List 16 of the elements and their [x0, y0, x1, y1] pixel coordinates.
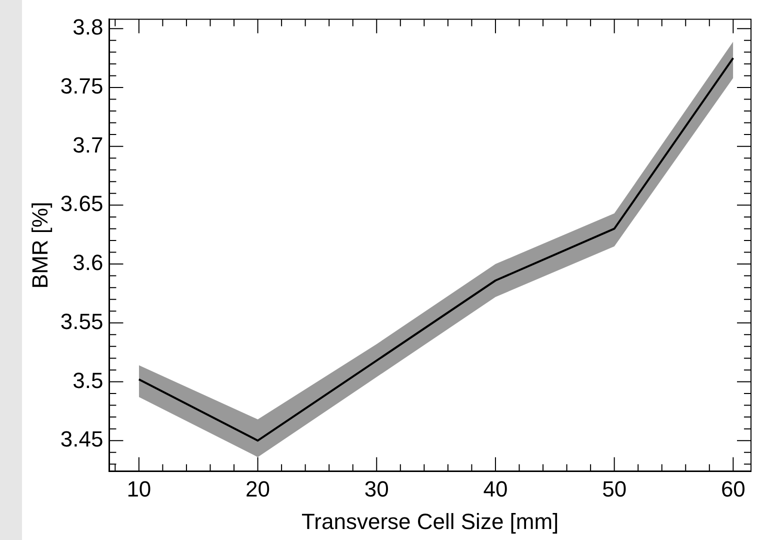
y-tick-label: 3.5	[72, 368, 104, 393]
x-tick-label: 10	[126, 476, 152, 502]
y-tick-label: 3.55	[60, 308, 104, 334]
y-tick-label: 3.6	[72, 250, 104, 276]
x-tick-label: 40	[483, 476, 508, 502]
y-tick-label: 3.8	[72, 14, 104, 40]
y-tick-label: 3.75	[60, 74, 104, 99]
y-tick-label: 3.7	[72, 132, 104, 158]
x-tick-label: 50	[602, 476, 627, 502]
x-tick-label: 20	[246, 476, 270, 502]
x-tick-label: 30	[364, 476, 389, 502]
y-tick-label: 3.65	[60, 191, 104, 216]
y-axis-title: BMR [%]	[27, 202, 52, 289]
y-tick-label: 3.45	[60, 426, 104, 452]
x-axis-title: Transverse Cell Size [mm]	[302, 508, 559, 534]
x-tick-label: 60	[720, 476, 746, 502]
